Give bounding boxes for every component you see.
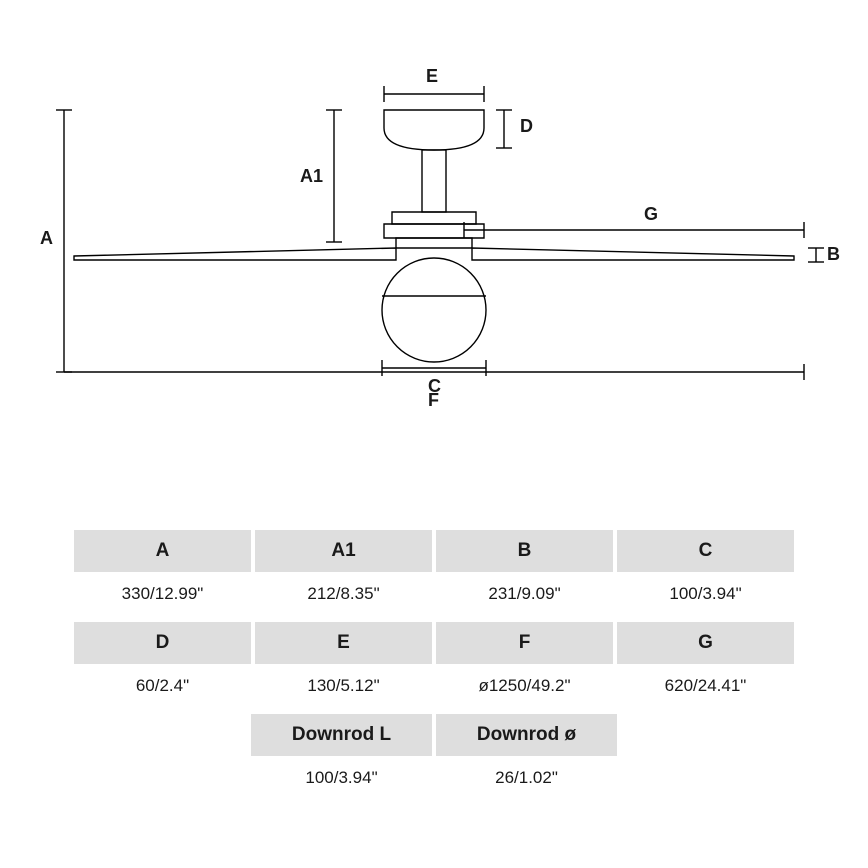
spec-header-row-1: A A1 B C: [72, 530, 796, 572]
spec-header: G: [617, 622, 794, 664]
spec-header-row-2: D E F G: [72, 622, 796, 664]
fan-dimensions-diagram: A A1 E D G B C F: [44, 70, 824, 440]
spec-value: 212/8.35": [255, 572, 432, 622]
spec-header-row-3: Downrod L Downrod ø: [72, 714, 796, 756]
spec-header: Downrod L: [251, 714, 432, 756]
spec-header: C: [617, 530, 794, 572]
spec-header: E: [255, 622, 432, 664]
spec-value: 130/5.12": [255, 664, 432, 714]
spec-header: B: [436, 530, 613, 572]
dim-label-A: A: [40, 228, 53, 249]
spec-value-row-1: 330/12.99" 212/8.35" 231/9.09" 100/3.94": [72, 572, 796, 622]
dim-label-E: E: [426, 66, 438, 87]
spec-header: F: [436, 622, 613, 664]
spec-value: 100/3.94": [617, 572, 794, 622]
page: A A1 E D G B C F A A1 B C 330/12.99" 212…: [0, 0, 868, 868]
spec-value-row-2: 60/2.4" 130/5.12" ø1250/49.2" 620/24.41": [72, 664, 796, 714]
dim-label-F: F: [428, 390, 439, 411]
spec-header: D: [74, 622, 251, 664]
spec-value: 26/1.02": [436, 756, 617, 806]
dim-label-G: G: [644, 204, 658, 225]
spec-value: 100/3.94": [251, 756, 432, 806]
dim-label-D: D: [520, 116, 533, 137]
spec-table: A A1 B C 330/12.99" 212/8.35" 231/9.09" …: [72, 530, 796, 806]
spec-value: 231/9.09": [436, 572, 613, 622]
spec-value: 60/2.4": [74, 664, 251, 714]
spec-value: ø1250/49.2": [436, 664, 613, 714]
spec-value-row-3: 100/3.94" 26/1.02": [72, 756, 796, 806]
spec-header: Downrod ø: [436, 714, 617, 756]
dim-label-B: B: [827, 244, 840, 265]
spec-value: 620/24.41": [617, 664, 794, 714]
dim-label-A1: A1: [300, 166, 323, 187]
spec-header: A1: [255, 530, 432, 572]
spec-value: 330/12.99": [74, 572, 251, 622]
spec-header: A: [74, 530, 251, 572]
